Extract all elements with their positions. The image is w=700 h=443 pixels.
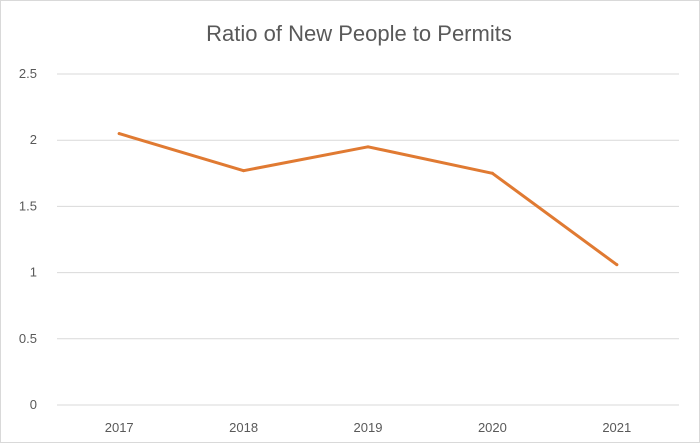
data-point-2018 (242, 169, 246, 173)
data-point-2021 (615, 263, 619, 267)
series-layer (117, 132, 619, 267)
x-axis-tick-labels: 2017 2018 2019 2020 2021 (105, 420, 632, 435)
y-tick-label: 1 (30, 265, 37, 280)
x-tick-label: 2018 (229, 420, 258, 435)
chart-title: Ratio of New People to Permits (206, 21, 512, 46)
y-axis-tick-labels: 0 0.5 1 1.5 2 2.5 (19, 66, 37, 412)
data-point-2017 (117, 132, 121, 136)
data-point-2020 (490, 171, 494, 175)
x-tick-label: 2017 (105, 420, 134, 435)
y-tick-label: 2 (30, 132, 37, 147)
gridlines (57, 73, 679, 406)
x-tick-label: 2021 (602, 420, 631, 435)
x-tick-label: 2019 (354, 420, 383, 435)
y-tick-label: 2.5 (19, 66, 37, 81)
x-tick-label: 2020 (478, 420, 507, 435)
y-tick-label: 0.5 (19, 331, 37, 346)
y-tick-label: 1.5 (19, 198, 37, 213)
data-point-2019 (366, 145, 370, 149)
y-tick-label: 0 (30, 397, 37, 412)
series-line (117, 132, 619, 267)
